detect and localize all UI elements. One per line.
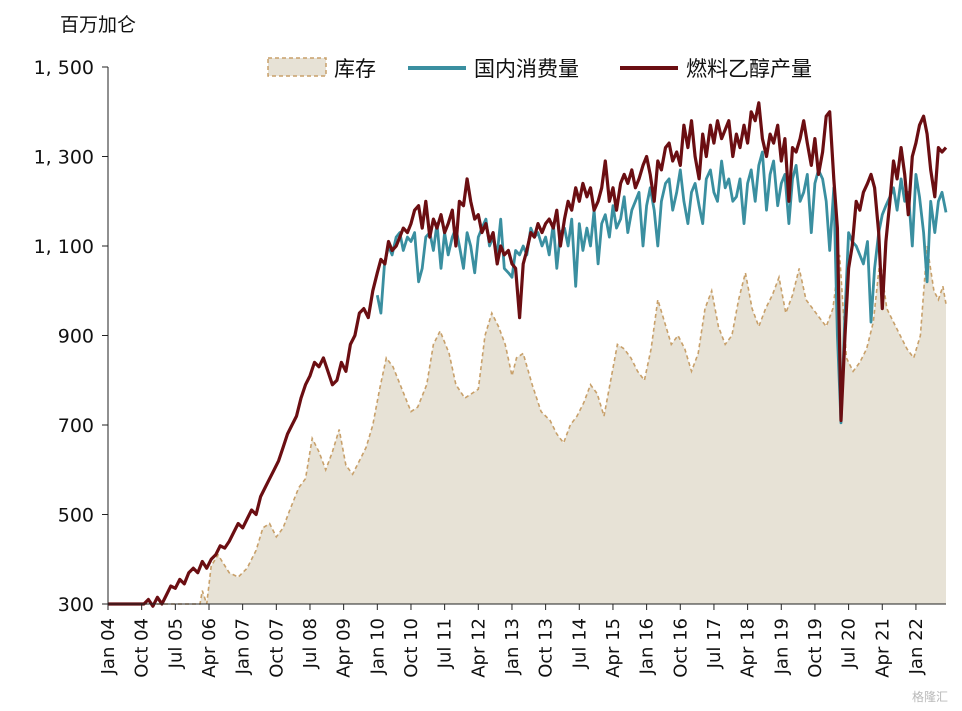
y-tick-label: 900 <box>58 326 94 348</box>
x-tick-label: Apr 21 <box>872 618 893 678</box>
y-tick-label: 1, 100 <box>34 236 94 258</box>
x-tick-label: Apr 15 <box>603 618 624 678</box>
x-tick-label: Apr 06 <box>199 618 220 678</box>
x-tick-label: Jan 07 <box>233 618 254 675</box>
y-tick-label: 1, 500 <box>34 57 94 79</box>
ethanol-production-line <box>108 101 948 608</box>
x-tick-label: Oct 04 <box>132 618 153 678</box>
y-tick-label: 500 <box>58 505 94 527</box>
inventory-line <box>108 245 947 605</box>
x-tick-label: Jan 13 <box>502 618 523 675</box>
x-tick-label: Oct 07 <box>266 618 287 678</box>
legend-label: 库存 <box>334 57 376 81</box>
x-tick-label: Jul 20 <box>839 618 860 669</box>
x-tick-label: Apr 09 <box>334 618 355 678</box>
x-tick-label: Jan 22 <box>906 618 927 675</box>
x-tick-label: Jan 19 <box>771 618 792 675</box>
y-axis-unit-label: 百万加仑 <box>60 14 137 36</box>
domestic-consumption-line <box>375 150 948 425</box>
x-tick-label: Oct 16 <box>670 618 691 678</box>
y-tick-label: 700 <box>58 415 94 437</box>
x-tick-label: Jan 10 <box>367 618 388 675</box>
x-tick-label: Jan 04 <box>98 618 119 675</box>
legend-label: 燃料乙醇产量 <box>686 57 812 81</box>
x-tick-label: Jul 11 <box>435 618 456 669</box>
y-tick-label: 300 <box>58 594 94 616</box>
legend-label: 国内消费量 <box>474 57 579 81</box>
x-tick-label: Oct 10 <box>401 618 422 678</box>
x-tick-label: Jul 14 <box>569 618 590 669</box>
watermark: 格隆汇 <box>911 690 948 704</box>
x-tick-label: Oct 19 <box>805 618 826 678</box>
x-tick-label: Apr 12 <box>468 618 489 678</box>
x-tick-label: Jul 05 <box>165 618 186 669</box>
x-tick-label: Jul 17 <box>704 618 725 669</box>
x-tick-label: Jul 08 <box>300 618 321 669</box>
x-tick-label: Oct 13 <box>536 618 557 678</box>
inventory-area <box>108 246 946 604</box>
y-tick-label: 1, 300 <box>34 147 94 169</box>
x-tick-label: Apr 18 <box>738 618 759 678</box>
legend-swatch-inventory <box>267 57 327 77</box>
x-tick-label: Jan 16 <box>637 618 658 675</box>
